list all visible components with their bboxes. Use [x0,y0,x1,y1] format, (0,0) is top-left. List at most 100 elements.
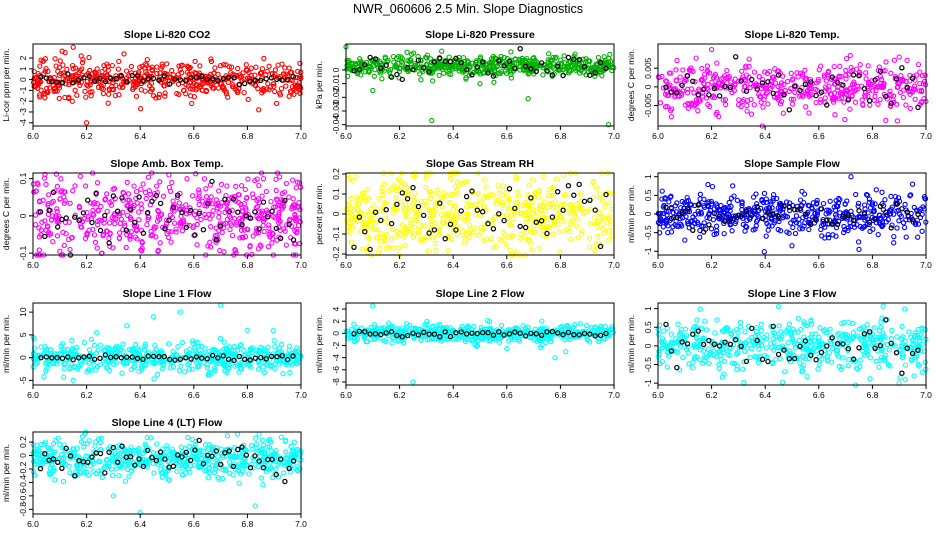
data-point [472,212,478,219]
data-point [121,190,127,196]
data-point [136,217,142,223]
data-point [234,362,241,368]
data-point [144,56,150,63]
data-point [134,200,140,206]
data-point [777,88,784,94]
data-point [673,209,680,215]
data-point [293,218,299,224]
data-point [393,62,399,68]
data-point [835,218,842,225]
data-point [203,186,209,192]
data-point [692,79,698,85]
data-point [903,102,909,108]
data-point [561,218,567,224]
data-point [697,98,703,104]
data-point [189,366,195,372]
data-point [889,222,895,228]
data-point [416,227,422,233]
data-point [592,247,598,254]
data-point [245,96,251,103]
data-point [57,58,63,64]
data-point [691,103,697,109]
data-point [426,65,432,71]
highlight-point [84,197,91,203]
y-tick-label: 2 [18,55,28,60]
highlight-point [856,72,862,79]
data-point [158,66,164,72]
data-point [830,232,836,238]
data-point [835,84,841,90]
highlight-point [183,224,189,231]
data-point [533,213,539,220]
data-point [59,341,66,347]
data-point [271,337,277,344]
data-point [586,58,592,64]
data-point [842,90,849,97]
highlight-point [215,355,221,361]
data-point [31,83,37,90]
data-point [815,76,821,83]
highlight-point [404,196,411,202]
data-point [417,57,424,63]
highlight-point [196,210,202,217]
data-point [271,83,277,90]
data-point [351,321,357,327]
outlier-point [563,348,569,355]
data-point [447,200,453,206]
data-point [246,362,252,368]
data-point [540,72,546,78]
data-point [142,343,148,350]
data-point [891,240,897,246]
highlight-point [80,210,87,216]
highlight-point [187,207,194,214]
data-point [280,371,286,377]
highlight-point [485,329,491,336]
outlier-point [62,49,68,56]
y-axis-label: degrees C per min. [626,49,636,121]
data-point [746,56,752,62]
data-point [869,78,875,84]
data-point [238,341,244,348]
data-point [352,210,359,216]
plot-frame [345,43,615,127]
data-point [455,336,462,342]
data-point [870,226,876,232]
data-point [261,228,267,235]
x-tick-label: 7.0 [295,390,307,400]
highlight-point [76,217,82,224]
data-point [720,97,726,103]
data-point [273,187,279,194]
y-axis: -0.100.1 [18,172,33,260]
data-point [564,323,570,329]
highlight-point [273,225,279,232]
data-point [902,201,908,208]
data-point [748,96,754,103]
highlight-point [813,92,819,99]
data-point [665,208,671,215]
data-point [346,219,352,226]
x-tick-label: 7.0 [295,260,307,270]
data-point [111,185,118,192]
data-point [103,228,110,234]
highlight-point [463,66,470,73]
data-point [912,86,918,93]
highlight-point [241,356,248,362]
data-point [365,219,371,226]
data-point [85,70,91,77]
data-point [254,176,260,182]
highlight-points [351,46,609,83]
data-point [404,226,410,232]
data-point [266,225,272,231]
data-point [545,204,551,210]
data-point [47,361,53,367]
highlight-point [808,79,814,85]
data-point [847,106,853,112]
highlight-point [453,227,459,233]
data-point [128,366,135,373]
data-point [184,69,190,75]
highlight-point [252,355,259,361]
highlight-point [506,331,513,337]
highlight-point [834,79,841,86]
data-point [558,57,564,63]
